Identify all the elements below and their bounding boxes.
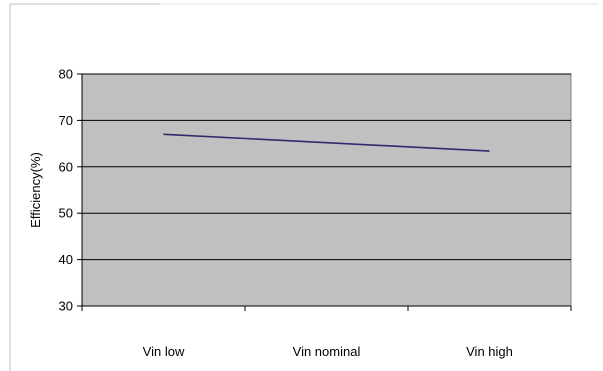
y-axis-label: Efficiency(%)	[28, 152, 43, 228]
axes	[81, 74, 571, 307]
x-axis-ticks: Vin low Vin nominal Vin high	[81, 306, 572, 359]
gridlines	[82, 73, 571, 261]
y-tick-label: 70	[59, 113, 73, 128]
plot-area	[81, 73, 572, 307]
x-tick-label: Vin nominal	[293, 344, 361, 359]
series-line	[163, 133, 490, 152]
x-tick-label: Vin high	[466, 344, 513, 359]
series-layer	[163, 133, 490, 152]
y-tick-label: 30	[59, 299, 73, 314]
y-tick-label: 80	[59, 67, 73, 82]
y-tick-label: 50	[59, 206, 73, 221]
y-tick-label: 40	[59, 252, 73, 267]
y-axis-ticks: 30 40 50 60 70 80	[59, 67, 82, 314]
y-tick-label: 60	[59, 159, 73, 174]
x-tick-label: Vin low	[143, 344, 185, 359]
